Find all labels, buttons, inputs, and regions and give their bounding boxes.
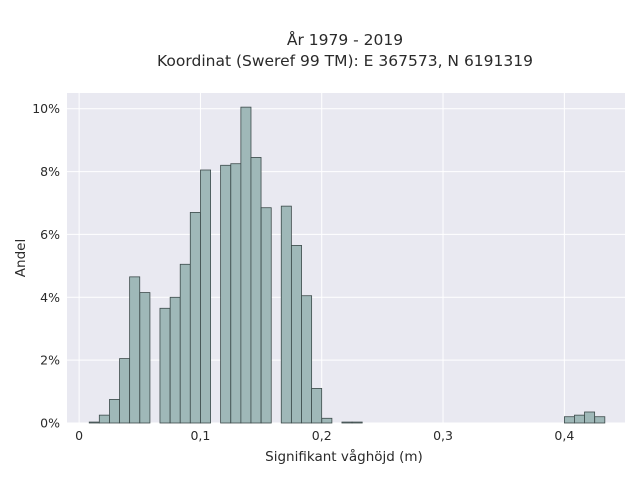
y-tick-label: 2% bbox=[40, 353, 60, 368]
histogram-bar bbox=[301, 295, 313, 424]
histogram-bar bbox=[200, 169, 211, 424]
y-ticks: 0% 2% 4% 6% 8% 10% bbox=[32, 101, 60, 430]
x-tick-label: 0,2 bbox=[312, 428, 332, 443]
histogram-bar bbox=[159, 307, 171, 424]
histogram-bar bbox=[98, 414, 110, 424]
y-tick-label: 4% bbox=[40, 290, 60, 305]
histogram-bar bbox=[584, 411, 596, 424]
chart-title-line1: År 1979 - 2019 bbox=[287, 30, 403, 49]
histogram-bar bbox=[260, 207, 272, 424]
y-tick-label: 10% bbox=[32, 101, 60, 116]
histogram-bar bbox=[240, 106, 252, 424]
y-tick-label: 8% bbox=[40, 164, 60, 179]
y-axis-label: Andel bbox=[13, 239, 29, 277]
histogram-bar bbox=[109, 399, 121, 424]
histogram-bar bbox=[189, 212, 201, 424]
y-tick-label: 0% bbox=[40, 416, 60, 431]
x-axis-label: Signifikant våghöjd (m) bbox=[265, 448, 423, 465]
histogram-bar bbox=[250, 157, 262, 424]
plot-background bbox=[67, 93, 625, 423]
histogram-bar bbox=[351, 421, 363, 424]
histogram-bar bbox=[119, 358, 131, 424]
histogram-bar bbox=[139, 292, 151, 424]
histogram-bar bbox=[88, 421, 100, 424]
x-ticks: 0 0,1 0,2 0,3 0,4 bbox=[75, 428, 574, 443]
histogram-bar bbox=[594, 416, 606, 424]
histogram-bar bbox=[220, 164, 232, 424]
histogram-bars bbox=[88, 106, 606, 424]
histogram-bar bbox=[321, 417, 333, 424]
histogram-bar bbox=[169, 296, 181, 424]
histogram-bar bbox=[230, 163, 242, 424]
x-tick-label: 0,3 bbox=[433, 428, 453, 443]
x-tick-label: 0,1 bbox=[190, 428, 210, 443]
histogram-bar bbox=[129, 276, 141, 424]
histogram-bar bbox=[179, 263, 191, 424]
histogram-bar bbox=[280, 205, 292, 424]
histogram-bar bbox=[341, 421, 353, 424]
x-tick-label: 0 bbox=[75, 428, 83, 443]
x-tick-label: 0,4 bbox=[554, 428, 574, 443]
y-tick-label: 6% bbox=[40, 227, 60, 242]
histogram-bar bbox=[291, 245, 302, 424]
chart-title-line2: Koordinat (Sweref 99 TM): E 367573, N 61… bbox=[157, 52, 533, 70]
histogram-bar bbox=[311, 388, 323, 424]
histogram-bar bbox=[563, 416, 575, 424]
histogram-bar bbox=[574, 414, 585, 424]
